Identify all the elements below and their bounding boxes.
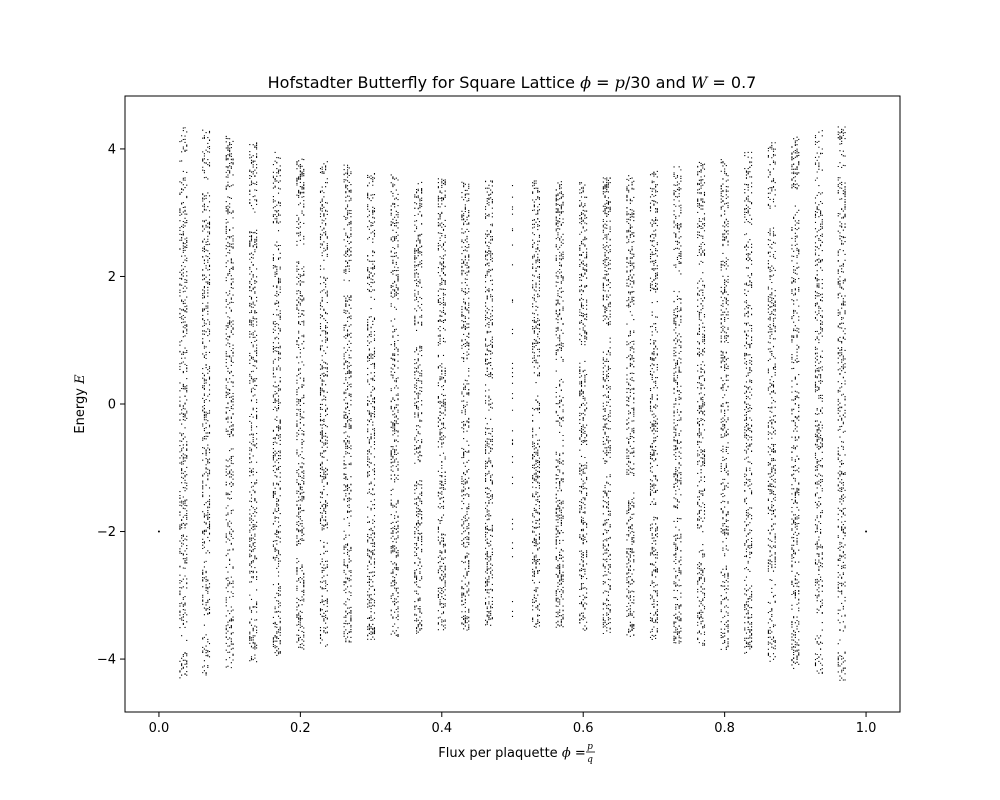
flux-column-points [837, 126, 846, 681]
x-tick-label: 0.4 [431, 721, 452, 736]
title-prefix: Hofstadter Butterfly for Square Lattice [268, 73, 580, 92]
flux-column-points [414, 181, 423, 634]
title-p: p [615, 73, 625, 92]
flux-column-points [791, 136, 800, 669]
flux-column-points [179, 127, 188, 679]
y-axis-ticks: 4 2 0 −2 −4 [97, 142, 125, 668]
y-axis-label: Energy E [73, 374, 88, 434]
flux-column-points [626, 175, 635, 637]
xlabel-fraction-denominator: q [587, 755, 593, 765]
y-tick-label: −2 [97, 525, 116, 540]
flux-column-points [485, 180, 493, 626]
x-tick-label: 0.6 [573, 721, 594, 736]
flux-column-points [579, 182, 588, 631]
x-tick-label: 0.8 [714, 721, 735, 736]
title-w-eq: = 0.7 [707, 73, 756, 92]
title-phi-eq: = [591, 73, 615, 92]
flux-column-points [767, 142, 776, 662]
xlabel-eq: = [571, 746, 586, 761]
flux-column-points [744, 151, 753, 654]
flux-column-points [319, 161, 328, 647]
x-axis-ticks: 0.0 0.2 0.4 0.6 0.8 1.0 [149, 712, 877, 736]
y-tick-label: −4 [97, 653, 116, 668]
flux-column-points [720, 159, 729, 651]
flux-column-points [461, 181, 470, 631]
xlabel-phi: ϕ [562, 746, 571, 761]
ylabel-e: E [73, 374, 88, 385]
flux-column-points [390, 174, 399, 637]
title-per30: /30 and [625, 73, 691, 92]
flux-column-points [296, 158, 305, 650]
flux-column-points [367, 173, 376, 641]
flux-column-points [437, 178, 446, 631]
xlabel-prefix: Flux per plaquette [438, 746, 562, 761]
x-tick-label: 0.2 [290, 721, 311, 736]
flux-column-points [249, 142, 258, 663]
flux-column-points [555, 181, 564, 628]
flux-column-points [673, 166, 682, 644]
flux-column-points [202, 129, 211, 676]
flux-column-points [225, 135, 234, 669]
title-w: W [691, 73, 709, 92]
y-tick-label: 0 [108, 398, 116, 413]
title-phi: ϕ [580, 73, 591, 92]
x-tick-label: 1.0 [856, 721, 877, 736]
x-tick-label: 0.0 [149, 721, 170, 736]
flux-column-points [511, 185, 514, 617]
flux-column-points [343, 164, 352, 643]
data-point [865, 530, 868, 533]
xlabel-fraction-numerator: p [587, 742, 593, 752]
x-axis-label: Flux per plaquette ϕ = [438, 746, 585, 761]
flux-column-points [814, 130, 823, 674]
scatter-points [157, 126, 868, 681]
y-tick-label: 4 [108, 142, 116, 157]
flux-column-points [272, 151, 281, 657]
y-tick-label: 2 [108, 270, 116, 285]
flux-column-points [532, 180, 540, 628]
data-point [157, 530, 160, 533]
ylabel-prefix: Energy [73, 384, 88, 434]
flux-column-points [602, 177, 611, 635]
flux-column-points [649, 170, 658, 641]
chart-title: Hofstadter Butterfly for Square Lattice … [268, 73, 757, 92]
flux-column-points [697, 161, 706, 646]
